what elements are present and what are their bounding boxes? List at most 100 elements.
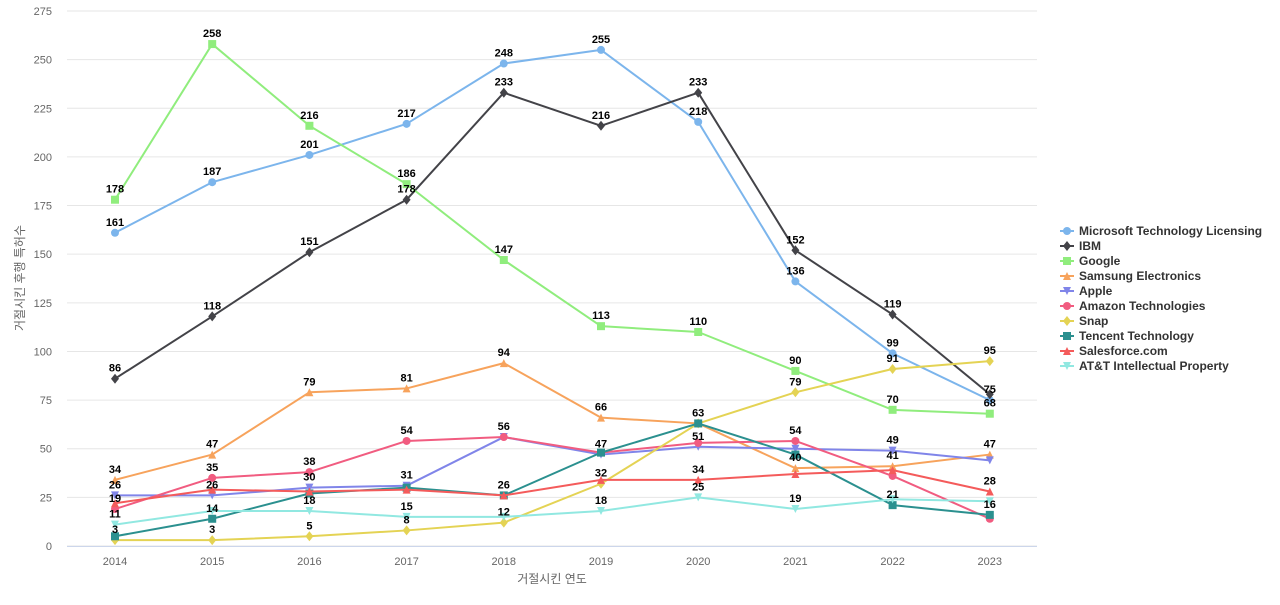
series-2 [111, 40, 994, 418]
data-label: 56 [498, 421, 510, 433]
data-label: 19 [789, 493, 801, 505]
legend-symbol [1063, 362, 1071, 370]
legend-item[interactable]: Snap [1060, 314, 1108, 328]
data-label: 233 [689, 77, 707, 89]
legend-symbol [1063, 332, 1071, 340]
legend-item[interactable]: Apple [1060, 284, 1113, 298]
legend-label: Salesforce.com [1079, 344, 1168, 358]
series-line [114, 496, 990, 526]
legend-label: IBM [1079, 239, 1101, 253]
data-point [694, 117, 703, 126]
data-point [305, 388, 314, 397]
data-point [985, 389, 994, 400]
legend-item[interactable]: Google [1060, 254, 1121, 268]
data-label: 47 [206, 439, 218, 451]
data-point [694, 475, 703, 484]
data-point [791, 245, 800, 256]
legend-item[interactable]: AT&T Intellectual Property [1060, 359, 1229, 373]
legend-symbol [1063, 287, 1071, 295]
data-point [305, 121, 314, 130]
x-tick-label: 2016 [297, 556, 321, 568]
y-tick-label: 225 [34, 103, 52, 115]
data-label: 75 [984, 384, 996, 396]
data-label: 15 [400, 501, 412, 513]
x-tick-label: 2015 [200, 556, 224, 568]
data-label: 54 [400, 425, 413, 437]
y-tick-label: 175 [34, 201, 52, 213]
data-point [208, 535, 217, 546]
data-point [208, 40, 217, 49]
data-point [305, 468, 314, 477]
data-point [888, 363, 897, 374]
data-point [305, 247, 314, 258]
data-label: 5 [306, 520, 312, 532]
data-label: 68 [984, 398, 996, 410]
data-label: 152 [786, 234, 804, 246]
data-label: 258 [203, 28, 221, 40]
legend-symbol [1063, 272, 1071, 280]
y-tick-label: 250 [34, 55, 52, 67]
series-line [114, 91, 991, 396]
x-axis-title: 거절시킨 연도 [517, 572, 587, 586]
legend-label: Amazon Technologies [1079, 299, 1206, 313]
legend-item[interactable]: Tencent Technology [1060, 329, 1194, 343]
data-point [208, 506, 217, 515]
data-label: 81 [400, 372, 412, 384]
legend-symbol [1063, 227, 1071, 235]
data-label: 119 [884, 298, 902, 310]
data-label: 90 [789, 355, 801, 367]
data-label: 40 [789, 452, 801, 464]
data-point [305, 531, 314, 542]
data-point [597, 475, 605, 484]
data-point [111, 499, 119, 508]
data-label: 26 [206, 479, 218, 491]
legend-item[interactable]: Samsung Electronics [1060, 269, 1201, 283]
legend-item[interactable]: Amazon Technologies [1060, 299, 1206, 313]
legend-label: Google [1079, 254, 1121, 268]
data-point [985, 409, 994, 418]
data-point [985, 497, 994, 506]
legend-label: Snap [1079, 314, 1108, 328]
x-tick-label: 2023 [978, 556, 1002, 568]
grid [67, 10, 1037, 547]
data-point [499, 512, 508, 521]
series-7 [111, 419, 994, 541]
legend-label: Tencent Technology [1079, 329, 1194, 343]
data-point [694, 328, 703, 336]
data-label: 66 [595, 402, 607, 414]
legend-label: AT&T Intellectual Property [1079, 359, 1229, 373]
data-point [791, 464, 800, 473]
data-label: 30 [303, 472, 315, 484]
data-label: 47 [595, 439, 607, 451]
data-point [888, 309, 897, 320]
data-point [791, 444, 800, 453]
data-label: 35 [206, 462, 218, 474]
data-label: 186 [397, 168, 415, 180]
data-point [597, 322, 605, 331]
data-point [694, 493, 703, 502]
data-point [208, 514, 217, 523]
data-label: 86 [109, 363, 121, 375]
legend-item[interactable]: IBM [1060, 239, 1101, 253]
data-label: 51 [692, 431, 704, 443]
data-point [208, 485, 217, 494]
legend-item[interactable]: Salesforce.com [1060, 344, 1168, 358]
data-labels: 1611872012172482552181369975861181511782… [106, 28, 996, 536]
data-point [111, 475, 119, 484]
data-label: 178 [106, 184, 124, 196]
data-point [791, 387, 800, 398]
data-point [597, 120, 605, 131]
y-tick-label: 50 [40, 444, 52, 456]
data-label: 94 [498, 347, 511, 359]
x-tick-label: 2021 [783, 556, 807, 568]
x-tick-label: 2017 [394, 556, 418, 568]
data-label: 18 [595, 495, 607, 507]
legend-item[interactable]: Microsoft Technology Licensing [1060, 224, 1262, 238]
data-label: 3 [209, 524, 215, 536]
data-point [888, 495, 897, 504]
data-point [791, 366, 800, 375]
legend-symbol [1063, 302, 1071, 310]
data-label: 233 [495, 77, 513, 89]
data-point [888, 405, 897, 414]
data-label: 34 [109, 464, 122, 476]
